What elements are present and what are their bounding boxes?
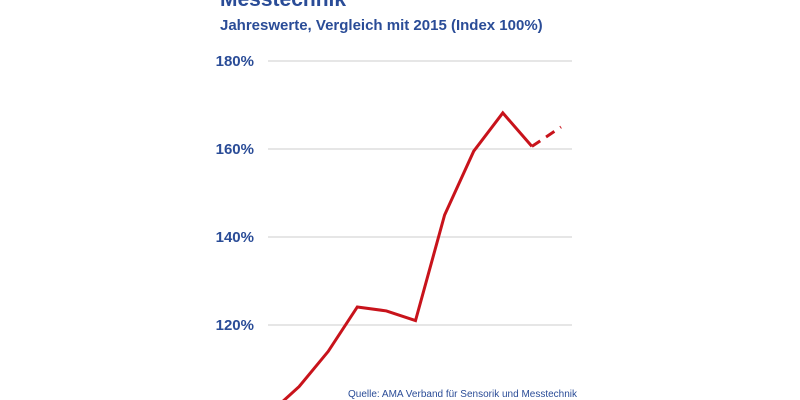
source-note: Quelle: AMA Verband für Sensorik und Mes… <box>348 389 578 400</box>
chart-subtitle: Jahreswerte, Vergleich mit 2015 (Index 1… <box>220 17 543 34</box>
y-tick-label-180: 180% <box>216 53 254 70</box>
series-line-dashed <box>531 125 562 148</box>
y-tick-label-120: 120% <box>216 317 254 334</box>
chart-title: Messtechnik <box>220 0 346 12</box>
y-tick-label-160: 160% <box>216 141 254 158</box>
series-line-solid <box>282 110 534 400</box>
y-tick-label-140: 140% <box>216 229 254 246</box>
